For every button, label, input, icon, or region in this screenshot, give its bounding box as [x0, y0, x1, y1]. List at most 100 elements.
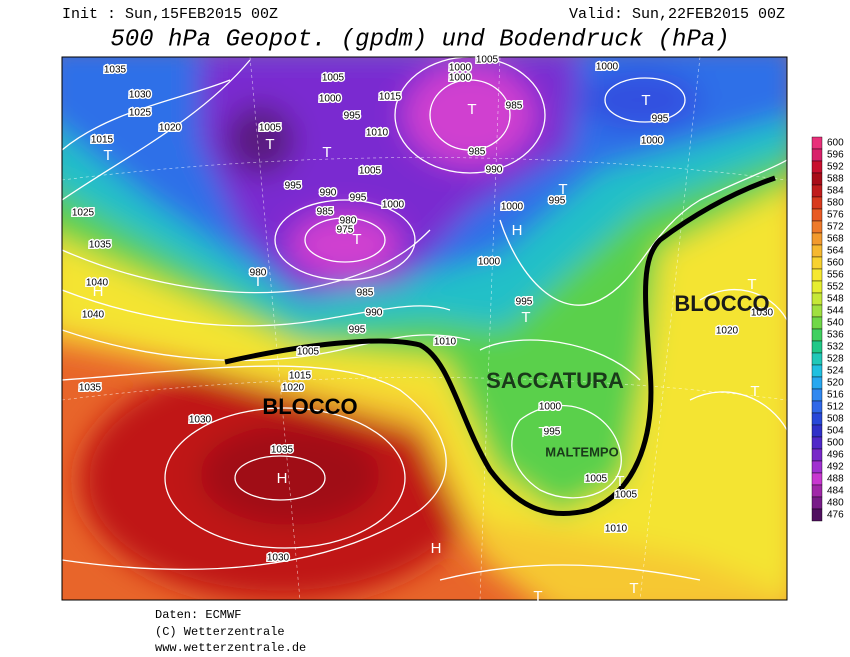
graticule: [62, 57, 787, 600]
annotation: SACCATURA: [486, 368, 624, 393]
colorbar-tick-label: 580: [827, 198, 844, 209]
map-title: 500 hPa Geopot. (gpdm) und Bodendruck (h…: [110, 26, 729, 53]
isobar-label: 1000: [449, 73, 472, 84]
pressure-center: T: [629, 580, 638, 597]
colorbar-tick-label: 476: [827, 510, 844, 521]
colorbar-box: [811, 196, 823, 210]
colorbar-box: [811, 148, 823, 162]
colorbar-box: [811, 172, 823, 186]
isobar-label: 995: [516, 297, 533, 308]
isobar-label: 1010: [366, 128, 389, 139]
isobar-label: 1030: [129, 90, 152, 101]
dark-purple-core: [225, 105, 295, 175]
isobar-label: 1030: [189, 415, 212, 426]
isobar-label: 995: [349, 325, 366, 336]
map-frame: [61, 56, 788, 601]
pressure-center: T: [322, 144, 331, 161]
colorbar-tick-label: 496: [827, 450, 844, 461]
colorbar-tick-label: 560: [827, 258, 844, 269]
colorbar-tick-label: 512: [827, 402, 844, 413]
isobar-label: 1005: [476, 55, 499, 66]
colorbar-box: [811, 184, 823, 198]
isobar-label: 1020: [159, 123, 182, 134]
isobar-label: 1000: [382, 200, 405, 211]
isobar-label: 975: [337, 225, 354, 236]
isobar-label: 1035: [79, 383, 102, 394]
colorbar-tick-label: 484: [827, 486, 844, 497]
isobar-label: 1010: [605, 524, 628, 535]
pressure-center: T: [615, 473, 624, 490]
colorbar-box: [811, 460, 823, 474]
pressure-center: T: [253, 273, 262, 290]
footer-line: www.wetterzentrale.de: [155, 641, 306, 655]
isobar-label: 1005: [322, 73, 345, 84]
trough-outline: [224, 175, 776, 517]
isobar-label: 1040: [86, 278, 109, 289]
colorbar-tick-label: 592: [827, 162, 844, 173]
colorbar-box: [811, 364, 823, 378]
isobar-label: 995: [549, 196, 566, 207]
colorbar-box: [811, 412, 823, 426]
isobar-label: 1005: [259, 123, 282, 134]
isobar-label: 980: [250, 268, 267, 279]
footer-line: (C) Wetterzentrale: [155, 625, 285, 639]
colorbar-box: [811, 220, 823, 234]
colorbar-tick-label: 544: [827, 306, 844, 317]
isobar-label: 1000: [319, 94, 342, 105]
pressure-center: T: [467, 101, 476, 118]
isobar-label: 1030: [751, 308, 774, 319]
isobar-label: 1000: [478, 257, 501, 268]
colorbar-tick-label: 576: [827, 210, 844, 221]
colorbar-tick-label: 548: [827, 294, 844, 305]
isobar-label: 1025: [72, 208, 95, 219]
pressure-center: T: [533, 588, 542, 605]
annotation: BLOCCO: [674, 291, 769, 316]
colorbar-tick-label: 596: [827, 150, 844, 161]
isobar-label: 1005: [297, 347, 320, 358]
isobar-label: 995: [652, 114, 669, 125]
colorbar-tick-label: 568: [827, 234, 844, 245]
magenta-core: [405, 65, 535, 165]
isobar-label: 995: [285, 181, 302, 192]
pressure-center: T: [521, 309, 530, 326]
pressure-center: T: [750, 383, 759, 400]
isobar-label: 1000: [641, 136, 664, 147]
isobar-label: 1015: [91, 135, 114, 146]
isobar-label: 985: [469, 147, 486, 158]
isobar-label: 985: [357, 288, 374, 299]
colorbar-box: [811, 244, 823, 258]
colorbar-box: [811, 508, 823, 522]
isobar-label: 995: [344, 111, 361, 122]
map-field: [62, 57, 787, 600]
pressure-center: H: [512, 222, 523, 239]
pressure-center: T: [352, 231, 361, 248]
colorbar-box: [811, 304, 823, 318]
pressure-center: T: [641, 92, 650, 109]
colorbar-tick-label: 492: [827, 462, 844, 473]
isobar-label: 1035: [89, 240, 112, 251]
colorbar-tick-label: 536: [827, 330, 844, 341]
colorbar-box: [811, 484, 823, 498]
colorbar-box: [811, 472, 823, 486]
isobar-label: 1030: [267, 553, 290, 564]
isobar-label: 1000: [449, 63, 472, 74]
colorbar-box: [811, 328, 823, 342]
colorbar-box: [811, 340, 823, 354]
map-labels: 1035103010251020101510251035104010401035…: [70, 53, 775, 605]
colorbar-box: [811, 448, 823, 462]
colorbar-box: [811, 376, 823, 390]
valid-time: Valid: Sun,22FEB2015 00Z: [569, 6, 785, 23]
colorbar-tick-label: 588: [827, 174, 844, 185]
pressure-center: T: [747, 276, 756, 293]
isobar-label: 990: [486, 165, 503, 176]
isobar-label: 985: [317, 207, 334, 218]
isobar-label: 1035: [271, 445, 294, 456]
colorbar-tick-label: 600: [827, 138, 844, 149]
colorbar-box: [811, 136, 823, 150]
pressure-center: T: [558, 181, 567, 198]
magenta-core: [290, 213, 400, 277]
isobar-label: 985: [506, 101, 523, 112]
colorbar-tick-label: 480: [827, 498, 844, 509]
colorbar-tick-label: 556: [827, 270, 844, 281]
colorbar-tick-label: 516: [827, 390, 844, 401]
